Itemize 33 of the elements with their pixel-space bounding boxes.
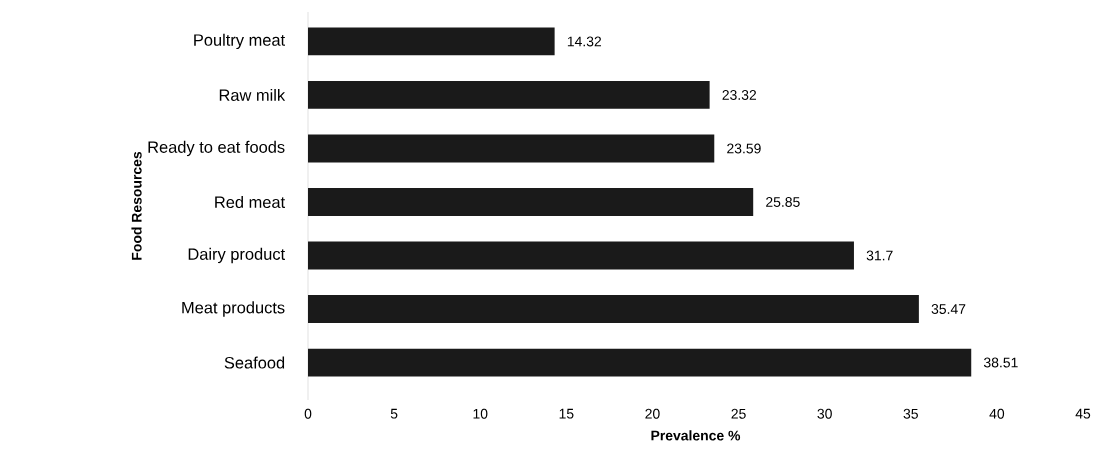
y-tick-label: Raw milk [219,88,286,101]
data-label: 23.59 [727,143,761,154]
x-axis-title: Prevalence % [651,430,741,441]
x-tick-label: 15 [559,408,574,419]
x-tick-label: 5 [390,408,398,419]
x-tick-label: 30 [817,408,832,419]
data-label: 31.7 [866,250,893,261]
data-label: 14.32 [567,36,602,47]
x-tick-label: 25 [731,408,746,419]
x-tick-label: 20 [645,408,660,419]
y-tick-label: Poultry meat [194,33,286,50]
bar [308,134,715,163]
y-tick-label: Dairy product [188,247,286,264]
bar [308,188,754,216]
x-tick-label: 0 [304,408,312,419]
y-tick-label: Red meat [215,195,286,209]
y-tick-label: Meat products [182,301,285,317]
data-label: 35.47 [931,304,966,314]
bar [308,348,972,377]
y-axis-title: Food Resources [131,151,142,260]
x-tick-label: 45 [1075,408,1091,419]
bar [308,241,854,270]
data-label: 23.32 [722,90,757,100]
x-tick-label: 35 [903,408,918,419]
x-tick-label: 40 [989,408,1005,419]
y-tick-label: Seafood [224,356,285,369]
data-label: 25.85 [766,197,800,207]
bar [308,81,710,109]
y-tick-label: Ready to eat foods [148,140,285,157]
data-label: 38.51 [983,357,1018,368]
bar [308,27,555,56]
x-tick-label: 10 [473,408,488,419]
bar [308,295,919,323]
